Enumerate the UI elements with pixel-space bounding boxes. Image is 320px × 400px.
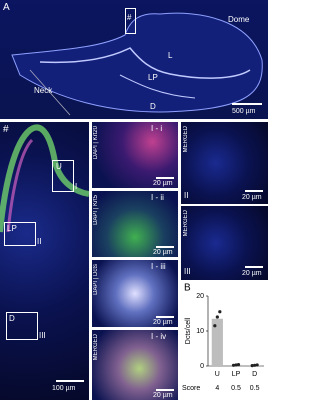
scale-bar bbox=[156, 316, 174, 318]
y-axis-label: Dcts/cell bbox=[185, 317, 192, 344]
zoom-image bbox=[92, 330, 178, 400]
scale-bar bbox=[156, 177, 174, 179]
panel-id: II bbox=[184, 191, 189, 200]
data-point bbox=[250, 364, 254, 368]
region-label: LP bbox=[148, 73, 158, 82]
panel-id: I - i bbox=[151, 124, 163, 133]
score: 0.5 bbox=[250, 385, 260, 392]
score: 0.5 bbox=[231, 385, 241, 392]
box-label: I bbox=[75, 182, 78, 191]
zoom-box bbox=[52, 160, 74, 192]
zoom-image bbox=[92, 260, 178, 327]
stain-label: DAPI | Krt20 bbox=[93, 126, 99, 160]
scale-bar bbox=[245, 190, 263, 192]
stain-label: DAPI | Dcts bbox=[93, 264, 99, 295]
region-label: L bbox=[168, 51, 173, 60]
stain-label: MERGED bbox=[183, 126, 189, 153]
overview-image bbox=[0, 122, 89, 400]
panel-id: III bbox=[184, 267, 191, 276]
box-label: D bbox=[9, 314, 15, 323]
box-label: LP bbox=[7, 224, 17, 233]
panel-id: I - iv bbox=[151, 332, 167, 341]
scale-label: 20 µm bbox=[153, 249, 173, 256]
data-point bbox=[215, 315, 219, 319]
side-image bbox=[181, 206, 268, 280]
scale-label: 100 µm bbox=[52, 385, 76, 392]
data-point bbox=[253, 363, 257, 367]
panel-id: I - ii bbox=[151, 193, 164, 202]
region-box bbox=[125, 8, 136, 34]
scale-bar bbox=[232, 103, 262, 105]
scale-bar bbox=[156, 389, 174, 391]
box-label: III bbox=[39, 331, 46, 340]
panel-id: I - iii bbox=[151, 262, 166, 271]
region-label: D bbox=[150, 102, 156, 111]
scale-label: 20 µm bbox=[153, 180, 173, 187]
data-point bbox=[218, 310, 222, 314]
region-label: Dome bbox=[228, 15, 250, 24]
y-tick-label: 20 bbox=[196, 293, 204, 300]
panel-label: A bbox=[3, 2, 10, 13]
zoom-box bbox=[4, 222, 36, 246]
data-point bbox=[231, 363, 236, 367]
panel-label: B bbox=[184, 283, 191, 294]
y-tick-label: 0 bbox=[200, 363, 204, 370]
box-label: U bbox=[56, 162, 62, 171]
panel-a-image bbox=[0, 0, 268, 119]
scale-bar bbox=[156, 246, 174, 248]
scale-label: 20 µm bbox=[153, 319, 173, 326]
score-label: Score bbox=[182, 385, 200, 392]
data-point bbox=[213, 324, 217, 328]
y-tick-label: 10 bbox=[196, 328, 204, 335]
scale-label: 20 µm bbox=[242, 270, 262, 277]
chart: B Dcts/cell 0 10 20 Score U 4 LP 0.5 D 0.5 bbox=[182, 283, 264, 392]
stain-label: DAPI | Krt5 bbox=[93, 195, 99, 225]
tissue bbox=[0, 124, 89, 233]
tissue-outline bbox=[11, 12, 263, 116]
scale-bar bbox=[56, 380, 84, 382]
score: 4 bbox=[215, 385, 219, 392]
data-point bbox=[236, 363, 241, 367]
stain-label: MERGED bbox=[183, 210, 189, 237]
bar bbox=[211, 318, 223, 366]
zoom-box bbox=[6, 312, 38, 340]
scale-label: 500 µm bbox=[232, 108, 256, 115]
data-point bbox=[234, 363, 238, 367]
x-tick-label: U bbox=[215, 371, 220, 378]
scale-label: 20 µm bbox=[153, 392, 173, 399]
stain-label: MERGED bbox=[93, 334, 99, 361]
data-point bbox=[255, 363, 259, 367]
box-label: II bbox=[37, 237, 42, 246]
figure: {"panels":{"a":{"label":"A","marker":"#"… bbox=[0, 0, 268, 400]
x-tick-label: D bbox=[252, 371, 257, 378]
scale-label: 20 µm bbox=[242, 194, 262, 201]
x-tick-label: LP bbox=[232, 371, 241, 378]
marker: # bbox=[127, 13, 132, 22]
marker: # bbox=[3, 124, 9, 135]
region-label: Neck bbox=[34, 86, 53, 95]
scale-bar bbox=[245, 266, 263, 268]
